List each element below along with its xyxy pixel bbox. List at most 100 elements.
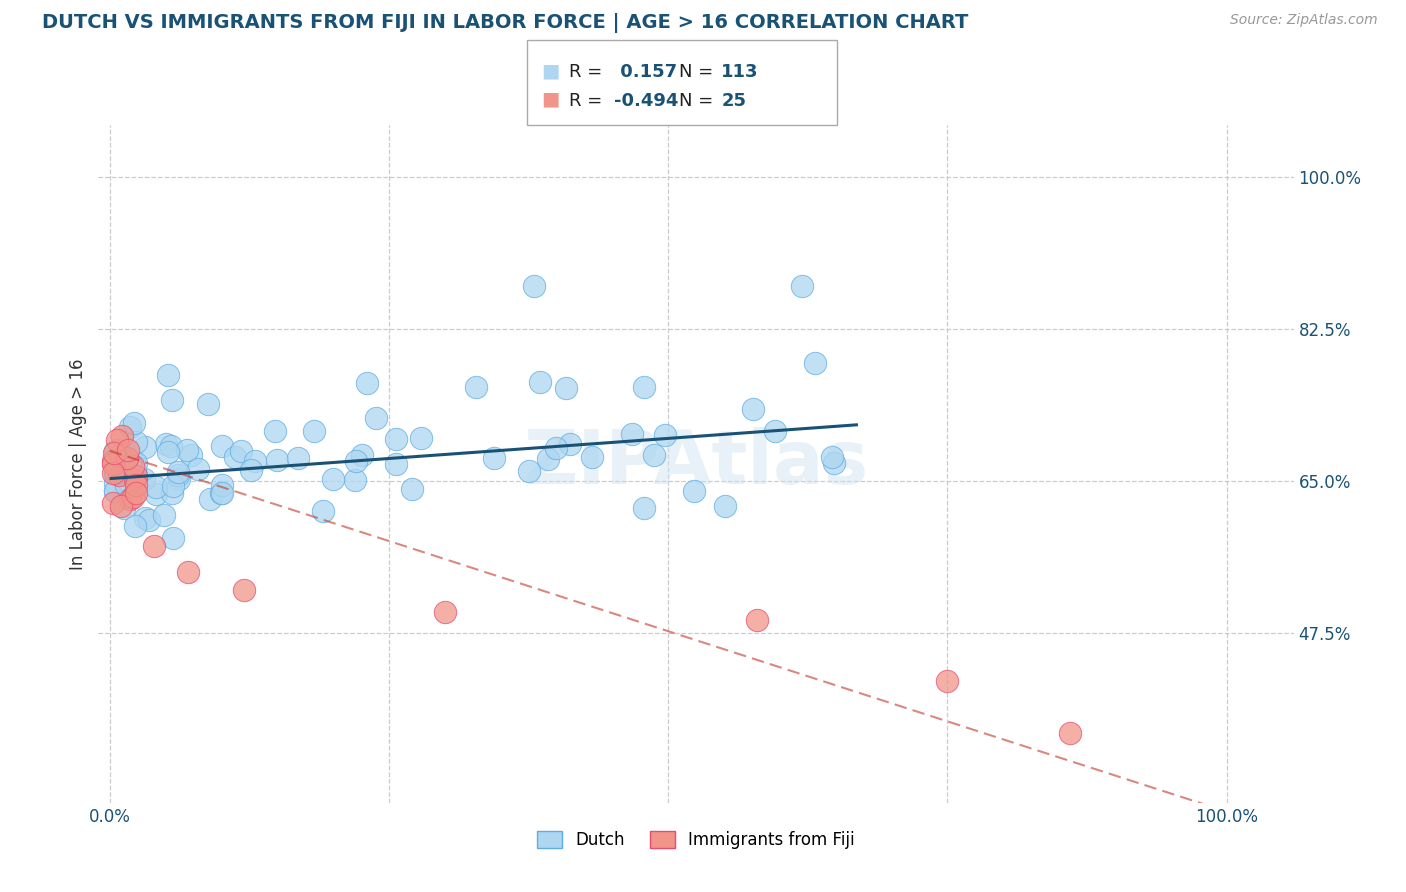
Point [643, 448, 665, 462]
Point [104, 483, 127, 498]
Point [134, 511, 156, 525]
Point [122, 417, 145, 431]
Point [682, 483, 704, 498]
Point [105, 449, 128, 463]
Point [104, 443, 127, 458]
Point [155, 437, 177, 451]
Point [187, 462, 209, 476]
Point [167, 467, 190, 482]
Point [124, 474, 146, 488]
Point [482, 451, 505, 466]
Point [621, 426, 644, 441]
Point [153, 508, 176, 522]
Point [104, 466, 127, 480]
Point [384, 457, 406, 471]
Point [364, 411, 387, 425]
Point [167, 472, 190, 486]
Point [654, 428, 676, 442]
Point [344, 473, 367, 487]
Point [633, 500, 655, 515]
Point [266, 453, 288, 467]
Point [125, 469, 148, 483]
Point [120, 485, 142, 500]
Point [581, 450, 603, 464]
Point [160, 439, 183, 453]
Point [107, 468, 129, 483]
Point [125, 434, 148, 449]
Point [134, 440, 156, 454]
Point [821, 450, 844, 464]
Point [224, 450, 246, 464]
Point [121, 459, 143, 474]
Point [243, 453, 266, 467]
Point [209, 486, 232, 500]
Point [160, 392, 183, 407]
Point [176, 443, 198, 458]
Point [198, 491, 221, 506]
Point [122, 490, 145, 504]
Point [350, 448, 373, 462]
Point [229, 444, 252, 458]
Point [464, 379, 486, 393]
Point [823, 456, 845, 470]
Text: ■: ■ [541, 90, 560, 109]
Point [560, 437, 582, 451]
Point [240, 462, 263, 476]
Point [197, 397, 219, 411]
Point [322, 472, 344, 486]
Point [304, 424, 326, 438]
Point [114, 465, 136, 479]
Point [125, 477, 148, 491]
Text: ■: ■ [541, 61, 560, 80]
Point [401, 482, 423, 496]
Point [385, 432, 408, 446]
Legend: Dutch, Immigrants from Fiji: Dutch, Immigrants from Fiji [530, 824, 862, 855]
Point [107, 461, 129, 475]
Point [115, 471, 138, 485]
Point [114, 458, 136, 473]
Point [312, 504, 335, 518]
Point [111, 474, 134, 488]
Point [211, 439, 233, 453]
Point [125, 469, 148, 483]
Point [157, 368, 180, 383]
Point [433, 605, 456, 619]
Point [118, 420, 141, 434]
Point [162, 532, 184, 546]
Text: ZIPAtlas: ZIPAtlas [523, 427, 869, 500]
Y-axis label: In Labor Force | Age > 16: In Labor Force | Age > 16 [69, 358, 87, 570]
Text: 113: 113 [721, 63, 759, 81]
Point [523, 278, 546, 293]
Point [162, 479, 184, 493]
Point [101, 496, 124, 510]
Text: 0.157: 0.157 [614, 63, 678, 81]
Point [264, 424, 287, 438]
Point [633, 380, 655, 394]
Point [124, 518, 146, 533]
Point [143, 540, 166, 554]
Point [742, 401, 765, 416]
Point [145, 480, 167, 494]
Point [101, 454, 124, 468]
Point [529, 375, 551, 389]
Point [1059, 726, 1081, 740]
Point [122, 456, 145, 470]
Point [104, 466, 127, 480]
Point [537, 451, 560, 466]
Point [115, 444, 138, 458]
Point [103, 445, 125, 459]
Text: Source: ZipAtlas.com: Source: ZipAtlas.com [1230, 13, 1378, 28]
Point [112, 464, 135, 478]
Point [356, 376, 378, 391]
Point [138, 513, 160, 527]
Text: 25: 25 [721, 92, 747, 110]
Point [160, 486, 183, 500]
Point [104, 476, 127, 491]
Text: R =: R = [569, 92, 609, 110]
Point [125, 485, 148, 500]
Point [120, 491, 142, 506]
Point [555, 381, 578, 395]
Point [104, 484, 127, 499]
Point [790, 278, 813, 293]
Point [409, 431, 432, 445]
